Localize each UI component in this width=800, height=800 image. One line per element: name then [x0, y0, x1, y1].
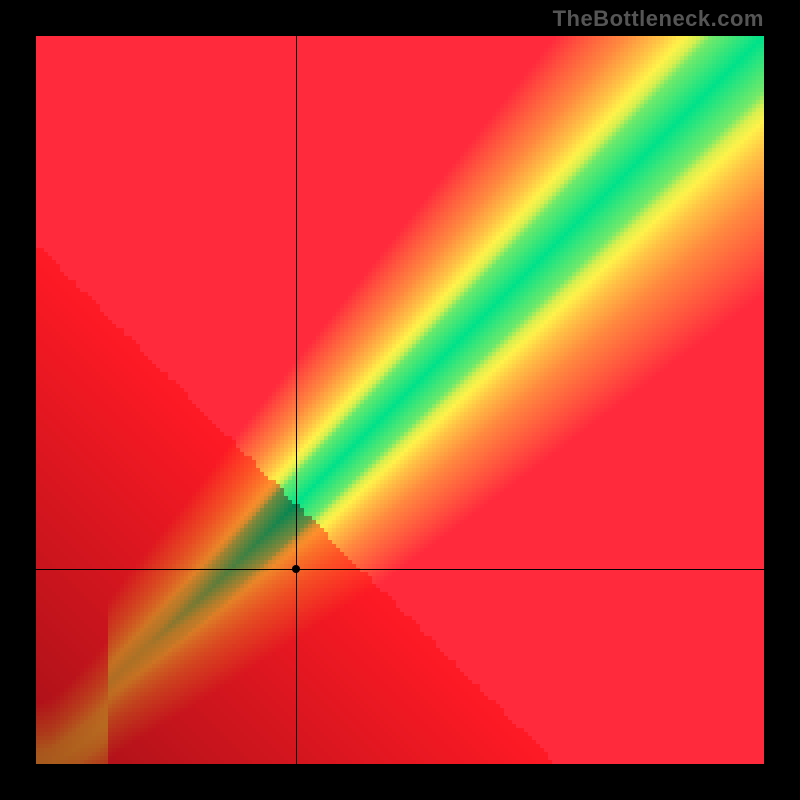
- crosshair-marker: [292, 565, 300, 573]
- heatmap-plot: [36, 36, 764, 764]
- frame: TheBottleneck.com: [0, 0, 800, 800]
- crosshair-vertical: [296, 36, 297, 764]
- crosshair-horizontal: [36, 569, 764, 570]
- heatmap-canvas: [36, 36, 764, 764]
- attribution-text: TheBottleneck.com: [553, 6, 764, 32]
